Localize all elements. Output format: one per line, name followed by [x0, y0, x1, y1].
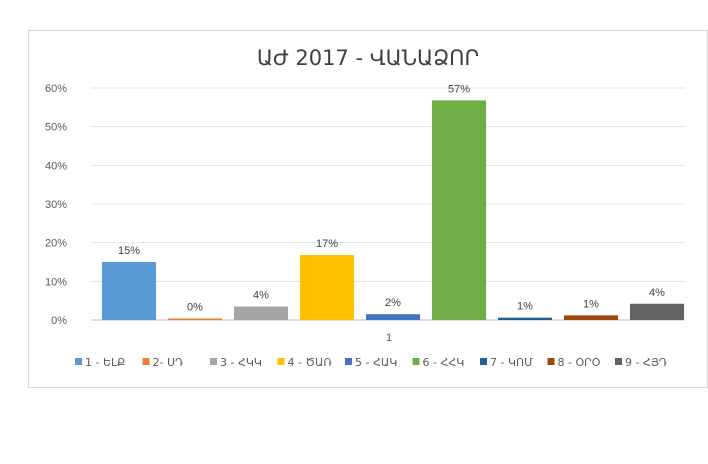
legend-swatch — [142, 358, 150, 365]
chart-frame: ԱԺ 2017 - ՎԱՆԱՁՈՐ 0% 10% 20% 30% 40% 50% 60% 1… — [28, 30, 708, 388]
bar — [365, 314, 421, 320]
legend-entry: 8 - ՕՐՕ — [558, 356, 601, 369]
legend-swatch — [75, 358, 82, 365]
gridlines — [91, 87, 685, 282]
y-tick-label: 40% — [45, 160, 67, 172]
bar-chart: ԱԺ 2017 - ՎԱՆԱՁՈՐ 0%10%20%30%40%50%60% 1… — [45, 46, 685, 369]
legend-swatch — [412, 358, 420, 365]
legend-entry: 4 - ԾԱՌ — [288, 356, 333, 369]
y-axis-ticks: 0% 10% 20% 30% 40% 50% 60% — [45, 83, 67, 327]
data-label: 17% — [316, 238, 338, 250]
data-label: 15% — [118, 245, 140, 257]
legend-swatch — [480, 358, 487, 365]
bars — [101, 100, 685, 320]
bar — [563, 315, 619, 320]
bar — [431, 100, 487, 320]
y-tick-label: 50% — [45, 122, 67, 134]
legend-entry: 2- ՍԴ — [153, 356, 184, 369]
bar — [167, 318, 223, 320]
data-label: 1% — [583, 298, 599, 310]
legend-swatch — [277, 358, 285, 365]
data-label: 4% — [253, 289, 269, 301]
data-label: 2% — [385, 297, 401, 309]
legend-swatch — [345, 358, 352, 365]
data-label: 1% — [517, 301, 533, 313]
bar — [299, 255, 355, 320]
legend-swatch — [547, 358, 555, 365]
y-tick-label: 0% — [51, 315, 67, 327]
legend-swatch — [615, 358, 622, 365]
legend: 1 - ԵԼՔ 2- ՍԴ 3 - ՀԿԿ 4 - ԾԱՌ 5 - ՀԱԿ 6 - ՀՀԿ… — [75, 356, 667, 369]
legend-entry: 9 - ՀՅԴ — [625, 356, 667, 369]
data-label: 57% — [448, 83, 470, 95]
y-tick-label: 30% — [45, 199, 67, 211]
data-label: 0% — [187, 302, 203, 314]
legend-entry: 3 - ՀԿԿ — [220, 356, 262, 369]
bar — [629, 303, 685, 320]
legend-entry: 6 - ՀՀԿ — [423, 356, 465, 369]
bar — [497, 317, 553, 320]
bar — [233, 306, 289, 320]
bar — [101, 262, 157, 320]
legend-entry: 7 - ԿՈՄ — [490, 356, 533, 369]
y-tick-label: 10% — [45, 276, 67, 288]
y-tick-label: 20% — [45, 238, 67, 250]
legend-swatch — [210, 358, 217, 365]
legend-entry: 5 - ՀԱԿ — [355, 356, 397, 369]
data-labels: 15% 0% 4% 17% 2% 57% 1% 1% 4% — [118, 83, 665, 313]
y-tick-label: 60% — [45, 83, 67, 95]
chart-title: ԱԺ 2017 - ՎԱՆԱՁՈՐ — [257, 46, 479, 70]
data-label: 4% — [649, 287, 665, 299]
legend-entry: 1 - ԵԼՔ — [85, 356, 125, 369]
x-tick-label: 1 — [386, 332, 392, 344]
